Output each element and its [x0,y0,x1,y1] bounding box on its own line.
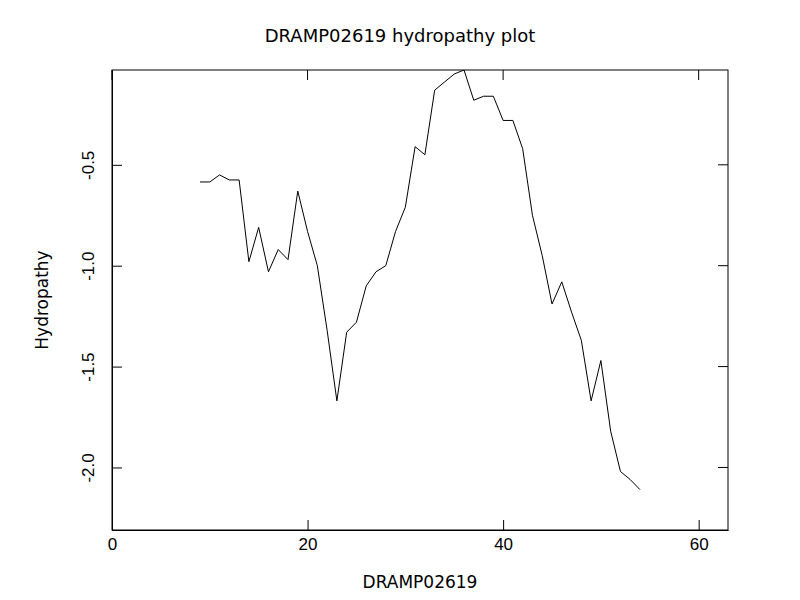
hydropathy-line [200,70,640,490]
x-tick-label: 20 [299,535,318,554]
y-tick-mark-right [718,366,728,367]
title: DRAMP02619 hydropathy plot [265,25,536,46]
x-axis-title: DRAMP02619 [363,572,478,592]
x-tick: 60 [690,520,709,554]
x-tick-label: 60 [690,535,709,554]
y-tick-label: -1.0 [79,252,98,281]
y-tick-label: -2.0 [79,453,98,482]
plot-frame [112,70,728,530]
x-axis-line [113,530,729,531]
y-tick-mark [112,266,122,267]
x-tick-mark [699,520,700,530]
y-tick-label: -1.5 [79,352,98,381]
marks [200,70,640,490]
y-tick-mark [112,367,122,368]
y-tick-mark-right [718,164,728,165]
x-tick-mark-top [307,70,308,80]
y-axis-title: Hydropathy [32,250,52,349]
chart: 0 20 40 60 -2.0 -1.5 -1.0 -0.5 DRAMP02619 hydrop… [0,0,800,600]
y-tick-mark-right [718,265,728,266]
plot: 0 20 40 60 -2.0 -1.5 -1.0 -0.5 [79,70,729,554]
x-tick-mark [308,520,309,530]
x-axis: 0 20 40 60 [108,520,729,554]
x-tick-label: 40 [494,535,513,554]
x-tick-mark-top [698,70,699,80]
x-tick-mark [503,520,504,530]
y-tick: -0.5 [79,151,122,180]
y-tick: -2.0 [79,453,122,482]
y-tick-label: -0.5 [79,151,98,180]
x-tick: 40 [494,520,513,554]
x-tick: 20 [299,520,318,554]
y-tick: -1.5 [79,352,122,381]
y-axis: -2.0 -1.5 -1.0 -0.5 [79,71,122,531]
x-tick-mark-top [503,70,504,80]
y-tick-mark-right [718,467,728,468]
y-tick-mark [112,165,122,166]
y-axis-line [112,71,113,531]
y-tick: -1.0 [79,252,122,281]
y-tick-mark [112,467,122,468]
x-tick-mark-top [112,70,113,80]
x-tick-label: 0 [108,535,117,554]
